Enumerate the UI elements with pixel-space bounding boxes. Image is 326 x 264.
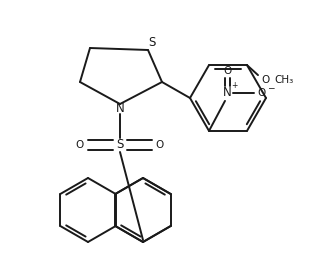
Text: S: S (116, 139, 124, 152)
Text: O: O (156, 140, 164, 150)
Text: −: − (267, 83, 275, 92)
Text: O: O (223, 66, 231, 76)
Text: CH₃: CH₃ (274, 75, 293, 85)
Text: N: N (116, 101, 125, 115)
Text: N: N (223, 86, 231, 100)
Text: O: O (261, 75, 269, 85)
Text: O: O (76, 140, 84, 150)
Text: O: O (258, 88, 266, 98)
Text: +: + (231, 81, 237, 90)
Text: S: S (148, 35, 156, 49)
